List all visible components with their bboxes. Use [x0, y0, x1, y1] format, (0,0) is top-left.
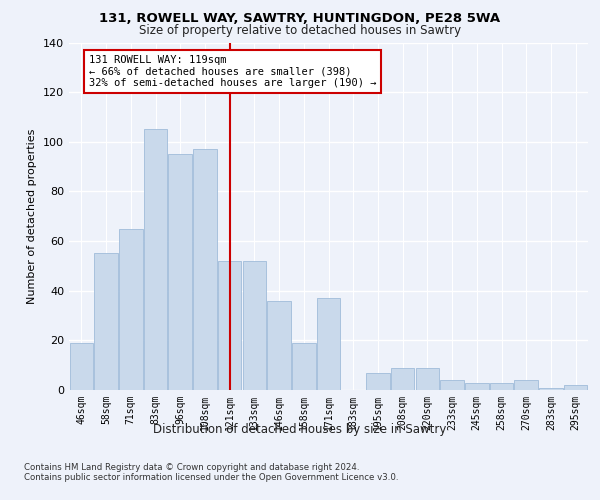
Y-axis label: Number of detached properties: Number of detached properties	[28, 128, 37, 304]
Bar	[514, 380, 538, 390]
Bar	[268, 300, 291, 390]
Bar	[440, 380, 464, 390]
Bar	[292, 343, 316, 390]
Bar	[70, 343, 93, 390]
Text: 131, ROWELL WAY, SAWTRY, HUNTINGDON, PE28 5WA: 131, ROWELL WAY, SAWTRY, HUNTINGDON, PE2…	[100, 12, 500, 26]
Text: Size of property relative to detached houses in Sawtry: Size of property relative to detached ho…	[139, 24, 461, 37]
Bar	[366, 372, 389, 390]
Bar	[539, 388, 563, 390]
Bar	[465, 382, 488, 390]
Bar	[94, 254, 118, 390]
Bar	[317, 298, 340, 390]
Text: 131 ROWELL WAY: 119sqm
← 66% of detached houses are smaller (398)
32% of semi-de: 131 ROWELL WAY: 119sqm ← 66% of detached…	[89, 55, 376, 88]
Bar	[193, 149, 217, 390]
Bar	[218, 261, 241, 390]
Bar	[416, 368, 439, 390]
Bar	[144, 130, 167, 390]
Bar	[242, 261, 266, 390]
Text: Distribution of detached houses by size in Sawtry: Distribution of detached houses by size …	[154, 422, 446, 436]
Bar	[391, 368, 415, 390]
Bar	[564, 385, 587, 390]
Bar	[169, 154, 192, 390]
Bar	[490, 382, 513, 390]
Text: Contains HM Land Registry data © Crown copyright and database right 2024.
Contai: Contains HM Land Registry data © Crown c…	[24, 462, 398, 482]
Bar	[119, 228, 143, 390]
